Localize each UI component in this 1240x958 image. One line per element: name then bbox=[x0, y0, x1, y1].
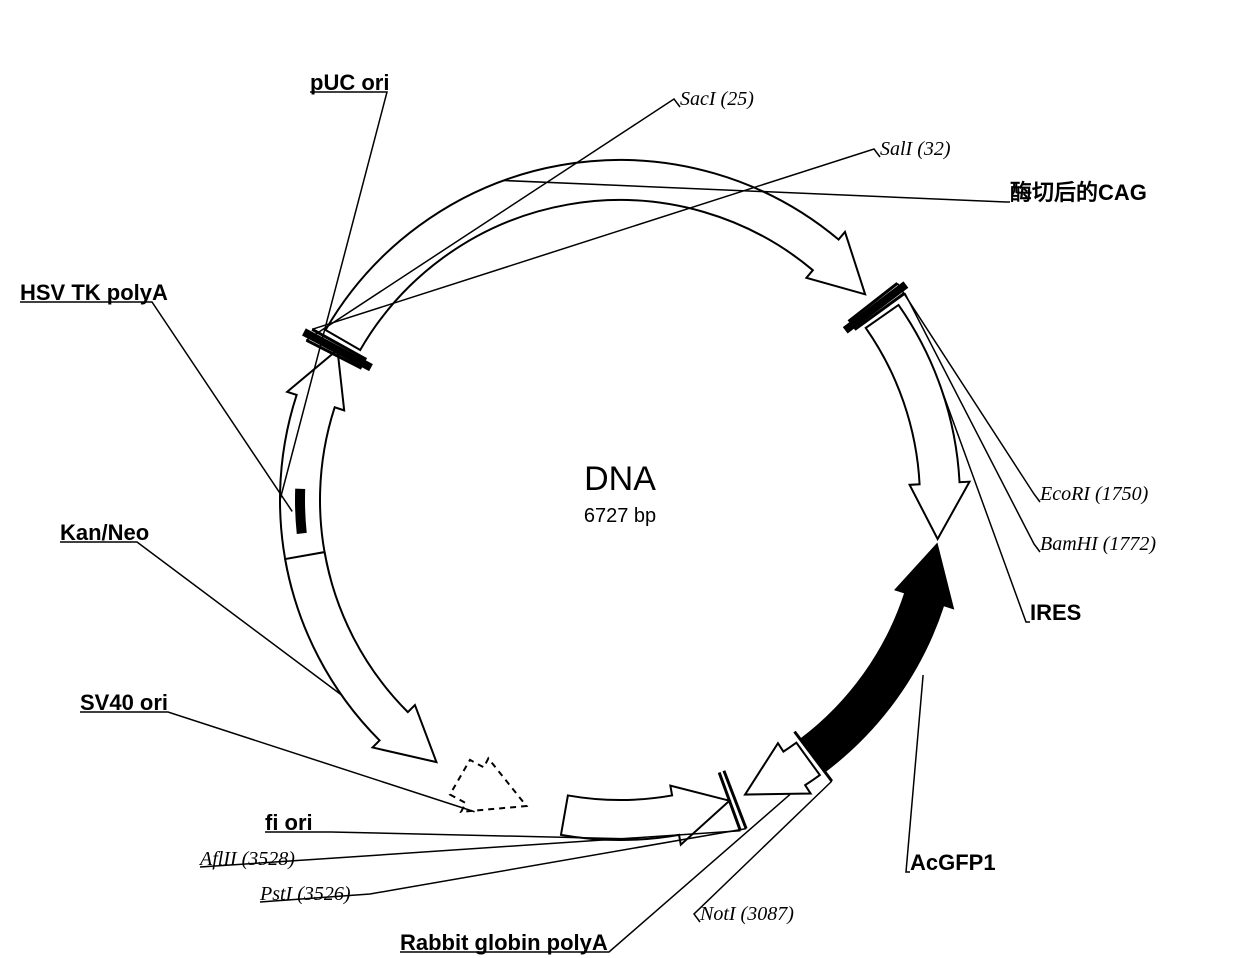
site-label: PstI (3526) bbox=[259, 883, 351, 905]
plasmid-size: 6727 bp bbox=[584, 505, 656, 527]
feature-label-ires: IRES bbox=[1030, 600, 1081, 625]
feature-label-kan-neo: Kan/Neo bbox=[60, 520, 149, 545]
feature-hsv-tk-polya bbox=[300, 489, 302, 534]
site-label: NotI (3087) bbox=[699, 903, 794, 925]
plasmid-map: pUC ori 酶切后的CAG IRES AcGFP1 Rabbit globin po… bbox=[0, 0, 1240, 958]
feature-label-fi-ori: fi ori bbox=[265, 810, 313, 835]
leader-line bbox=[906, 675, 923, 872]
feature-cag-cut bbox=[326, 160, 866, 350]
site-label: SalI (32) bbox=[880, 138, 951, 160]
site-label: AflII (3528) bbox=[198, 848, 295, 870]
site-label: EcoRI (1750) bbox=[1039, 483, 1149, 505]
feature-sv40-ori bbox=[450, 758, 526, 811]
feature-label-hsv-tk-polya: HSV TK polyA bbox=[20, 280, 168, 305]
feature-label-puc-ori: pUC ori bbox=[310, 70, 389, 95]
site-label: BamHI (1772) bbox=[1040, 533, 1156, 555]
feature-label-acgfp1: AcGFP1 bbox=[910, 850, 996, 875]
leader-line bbox=[20, 302, 292, 511]
feature-label-sv40-ori: SV40 ori bbox=[80, 690, 168, 715]
feature-acgfp1 bbox=[801, 545, 953, 772]
feature-label-cag-cut: 酶切后的CAG bbox=[1010, 180, 1147, 205]
feature-puc-ori bbox=[280, 350, 344, 588]
plasmid-name: DNA bbox=[584, 460, 656, 498]
feature-kan-neo bbox=[285, 552, 436, 762]
feature-label-rabbit-globin-polya: Rabbit globin polyA bbox=[400, 930, 608, 955]
site-label: SacI (25) bbox=[680, 88, 754, 110]
